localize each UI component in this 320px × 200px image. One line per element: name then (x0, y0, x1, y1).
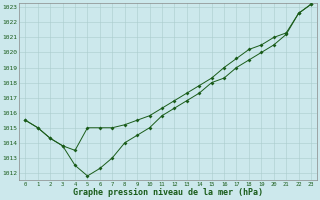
X-axis label: Graphe pression niveau de la mer (hPa): Graphe pression niveau de la mer (hPa) (73, 188, 263, 197)
